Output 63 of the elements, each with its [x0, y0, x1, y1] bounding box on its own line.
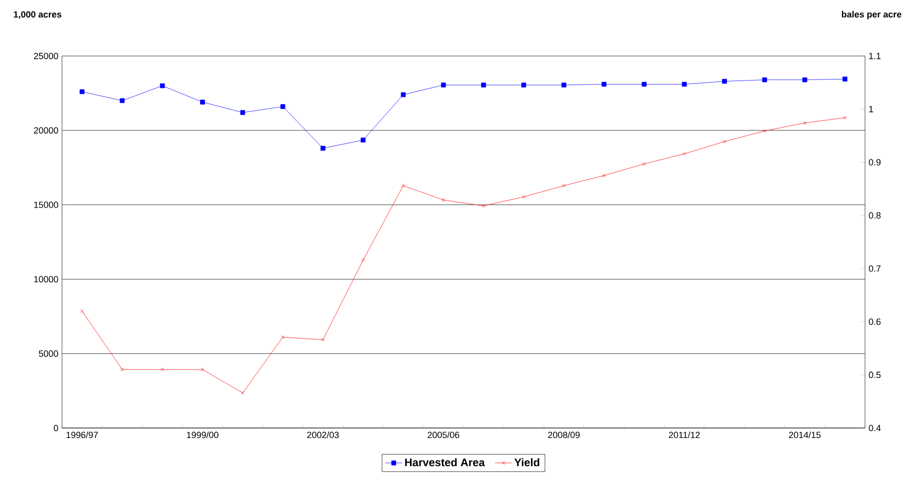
- point: [402, 184, 406, 188]
- y2-tick-label: 0.5: [868, 372, 881, 378]
- point: [522, 195, 526, 199]
- y2-axis-title: bales per acre: [842, 10, 902, 20]
- x-tick-label: 2011/12: [668, 432, 700, 438]
- point: [160, 83, 165, 88]
- point: [360, 138, 366, 142]
- point: [602, 174, 606, 178]
- point: [562, 184, 566, 188]
- point: [521, 82, 526, 88]
- point: [361, 258, 365, 262]
- y2-tick-label: 0.7: [868, 265, 881, 272]
- point: [160, 368, 164, 372]
- x-tick-label: 1999/00: [187, 432, 218, 438]
- point: [442, 198, 446, 202]
- point: [802, 77, 808, 82]
- point: [602, 82, 606, 87]
- point: [321, 338, 325, 342]
- x-tick-label: 1996/97: [66, 432, 98, 438]
- x-tick-label: 2005/06: [428, 432, 460, 438]
- point: [80, 89, 84, 94]
- x-tick-label: 2014/15: [789, 432, 821, 438]
- point: [240, 391, 244, 395]
- x-tick-label: 2002/03: [307, 432, 339, 438]
- y2-tick-label: 1: [869, 106, 874, 112]
- legend-label: Yield: [514, 458, 540, 466]
- point: [642, 82, 647, 87]
- point: [842, 76, 848, 82]
- y-tick-label: 20000: [34, 127, 58, 134]
- point: [320, 146, 326, 151]
- y2-tick-label: 0.9: [868, 159, 881, 166]
- legend-label: Harvested Area: [405, 458, 485, 466]
- point: [481, 82, 486, 88]
- point: [120, 98, 125, 104]
- point: [280, 104, 286, 109]
- point: [762, 129, 766, 133]
- point: [281, 335, 285, 339]
- y-axis-title: 1,000 acres: [14, 11, 62, 19]
- y2-tick-label: 0.6: [868, 318, 881, 325]
- point: [642, 162, 646, 166]
- point: [762, 77, 768, 82]
- y-tick-label: 15000: [34, 202, 58, 208]
- point: [441, 82, 446, 88]
- point: [240, 110, 246, 115]
- point: [722, 78, 727, 84]
- point: [561, 82, 566, 88]
- x-tick-label: 2008/09: [548, 432, 580, 438]
- point: [200, 100, 205, 105]
- point: [200, 368, 204, 372]
- point: [400, 92, 406, 98]
- y2-tick-label: 0.4: [868, 424, 881, 432]
- y2-tick-label: 0.8: [868, 212, 881, 219]
- point: [482, 204, 486, 208]
- point: [803, 121, 807, 125]
- y-tick-label: 10000: [34, 276, 58, 282]
- y-tick-label: 5000: [38, 350, 58, 357]
- y2-tick-label: 1.1: [869, 52, 881, 60]
- point: [682, 152, 686, 156]
- y-tick-label: 0: [54, 424, 58, 432]
- y-tick-label: 25000: [34, 52, 58, 60]
- point: [120, 368, 124, 372]
- point: [682, 82, 687, 87]
- point: [722, 140, 726, 144]
